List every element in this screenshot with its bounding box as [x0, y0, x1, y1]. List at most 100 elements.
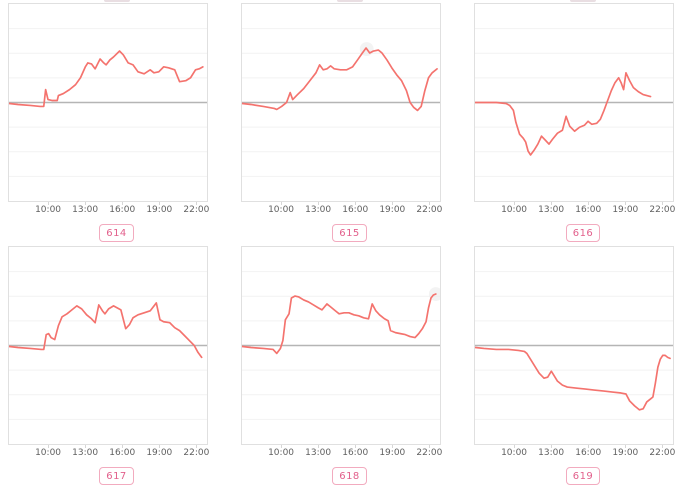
x-tick-mark — [159, 445, 161, 448]
line-chart[interactable] — [242, 4, 440, 201]
x-tick-label: 13:00 — [72, 205, 99, 215]
x-axis: 10:00 13:00 16:00 19:00 22:00 — [8, 445, 210, 461]
chart-cell: 10:00 13:00 16:00 19:00 22:00 617 — [0, 243, 233, 487]
x-tick-label: 13:00 — [72, 448, 99, 458]
line-chart[interactable] — [9, 4, 207, 201]
x-tick-mark — [662, 202, 664, 205]
x-tick-mark — [355, 202, 357, 205]
x-tick-mark — [392, 445, 394, 448]
x-tick-label: 13:00 — [538, 448, 565, 458]
gridlines — [475, 271, 673, 420]
x-tick-mark — [122, 445, 124, 448]
line-chart[interactable] — [475, 4, 673, 201]
x-tick-label: 16:00 — [109, 448, 136, 458]
chart-id-badge[interactable]: 617 — [99, 467, 134, 485]
chart-panel[interactable] — [8, 246, 208, 445]
x-axis: 10:00 13:00 16:00 19:00 22:00 — [474, 202, 676, 218]
x-tick-label: 22:00 — [183, 205, 210, 215]
chart-cell: 10:00 13:00 16:00 19:00 22:00 619 — [466, 243, 700, 487]
x-tick-mark — [625, 445, 627, 448]
x-tick-label: 10:00 — [35, 448, 62, 458]
x-tick-label: 19:00 — [612, 205, 639, 215]
x-tick-label: 16:00 — [342, 205, 369, 215]
x-tick-label: 16:00 — [575, 205, 602, 215]
gridlines — [9, 271, 207, 420]
chart-cell: 10:00 13:00 16:00 19:00 22:00 614 — [0, 0, 233, 243]
series-line — [475, 71, 652, 156]
x-tick-mark — [355, 445, 357, 448]
x-tick-label: 16:00 — [109, 205, 136, 215]
line-chart[interactable] — [475, 247, 673, 444]
x-tick-mark — [429, 445, 431, 448]
line-chart[interactable] — [242, 247, 440, 444]
gridlines — [475, 28, 673, 177]
chart-id-badge[interactable]: 614 — [99, 224, 134, 242]
x-tick-mark — [85, 445, 87, 448]
x-tick-label: 22:00 — [649, 205, 676, 215]
x-tick-mark — [159, 202, 161, 205]
badge-row: 619 — [466, 464, 700, 485]
x-tick-mark — [662, 445, 664, 448]
x-tick-mark — [318, 445, 320, 448]
badge-row: 614 — [0, 221, 233, 242]
gridlines — [242, 271, 440, 420]
chart-id-badge[interactable]: 615 — [332, 224, 367, 242]
chart-id-badge[interactable]: 616 — [565, 224, 601, 242]
x-tick-label: 13:00 — [305, 448, 332, 458]
x-tick-mark — [281, 202, 283, 205]
x-tick-mark — [551, 202, 553, 205]
series-line — [242, 293, 437, 355]
x-tick-mark — [122, 202, 124, 205]
x-tick-mark — [588, 445, 590, 448]
x-tick-label: 19:00 — [146, 448, 173, 458]
x-tick-mark — [392, 202, 394, 205]
series-line — [475, 346, 671, 411]
x-axis: 10:00 13:00 16:00 19:00 22:00 — [241, 445, 443, 461]
line-chart[interactable] — [9, 247, 207, 444]
x-tick-mark — [551, 445, 553, 448]
x-tick-mark — [196, 202, 198, 205]
series-line — [9, 50, 204, 108]
cutoff-artifact — [570, 0, 596, 2]
x-tick-mark — [196, 445, 198, 448]
x-tick-label: 10:00 — [501, 448, 528, 458]
x-tick-label: 16:00 — [575, 448, 602, 458]
x-tick-label: 13:00 — [538, 205, 565, 215]
chart-panel[interactable] — [241, 246, 441, 445]
cutoff-artifact — [337, 0, 363, 2]
series-line — [242, 47, 438, 112]
x-tick-label: 10:00 — [501, 205, 528, 215]
x-tick-label: 16:00 — [342, 448, 369, 458]
badge-row: 618 — [233, 464, 466, 485]
x-tick-mark — [318, 202, 320, 205]
badge-row: 616 — [466, 221, 700, 242]
x-tick-label: 22:00 — [416, 205, 443, 215]
chart-panel[interactable] — [241, 3, 441, 202]
x-tick-mark — [281, 445, 283, 448]
x-tick-label: 19:00 — [379, 205, 406, 215]
x-tick-label: 22:00 — [416, 448, 443, 458]
gridlines — [9, 28, 207, 177]
chart-panel[interactable] — [474, 3, 674, 202]
chart-cell: 10:00 13:00 16:00 19:00 22:00 616 — [466, 0, 700, 243]
x-tick-label: 13:00 — [305, 205, 332, 215]
x-tick-label: 10:00 — [35, 205, 62, 215]
chart-id-badge[interactable]: 618 — [332, 467, 367, 485]
x-tick-label: 10:00 — [268, 205, 295, 215]
chart-panel[interactable] — [474, 246, 674, 445]
x-tick-label: 19:00 — [146, 205, 173, 215]
x-tick-label: 10:00 — [268, 448, 295, 458]
x-axis: 10:00 13:00 16:00 19:00 22:00 — [241, 202, 443, 218]
x-tick-mark — [514, 445, 516, 448]
x-axis: 10:00 13:00 16:00 19:00 22:00 — [8, 202, 210, 218]
x-tick-label: 19:00 — [379, 448, 406, 458]
x-tick-mark — [514, 202, 516, 205]
x-tick-label: 22:00 — [183, 448, 210, 458]
chart-cell: 10:00 13:00 16:00 19:00 22:00 618 — [233, 243, 466, 487]
x-tick-mark — [429, 202, 431, 205]
chart-id-badge[interactable]: 619 — [565, 467, 601, 485]
x-tick-label: 19:00 — [612, 448, 639, 458]
chart-panel[interactable] — [8, 3, 208, 202]
chart-cell: 10:00 13:00 16:00 19:00 22:00 615 — [233, 0, 466, 243]
